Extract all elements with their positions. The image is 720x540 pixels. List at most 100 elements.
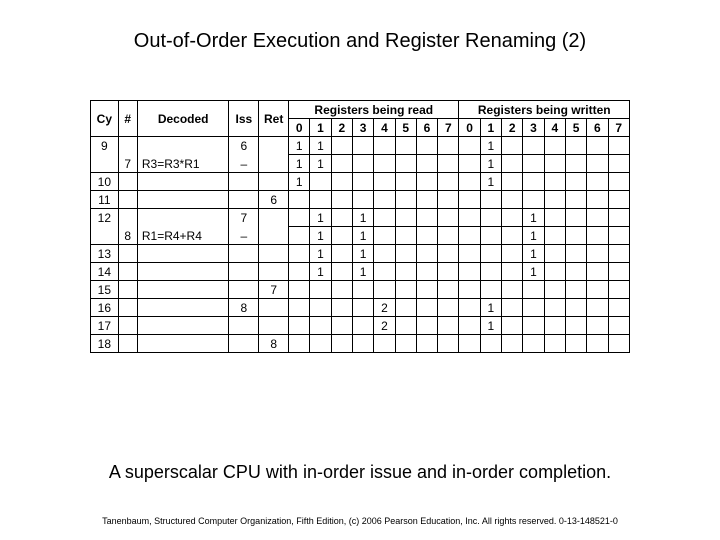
write-col-1: 1: [480, 119, 501, 137]
cell-decoded: [137, 209, 229, 227]
cell-read-4: 2: [374, 299, 395, 317]
read-col-5: 5: [395, 119, 416, 137]
cell-read-0: 1: [289, 137, 310, 155]
cell-ret: [259, 245, 289, 263]
cell-write-3: 1: [523, 263, 544, 281]
cell-write-2: [502, 263, 523, 281]
cell-read-2: [331, 317, 352, 335]
cell-read-3: [352, 335, 373, 353]
cell-read-1: 1: [310, 155, 331, 173]
cell-write-3: 1: [523, 227, 544, 245]
cell-read-4: [374, 227, 395, 245]
header-row-groups: Cy # Decoded Iss Ret Registers being rea…: [91, 101, 630, 119]
cell-iss: [229, 173, 259, 191]
table-body: 961117R3=R3*R1–11110111161271118R1=R4+R4…: [91, 137, 630, 353]
cell-read-0: [289, 209, 310, 227]
cell-read-3: 1: [352, 227, 373, 245]
cell-hash: [118, 263, 137, 281]
cell-write-4: [544, 281, 565, 299]
cell-decoded: R3=R3*R1: [137, 155, 229, 173]
table-row: 11 6: [91, 191, 630, 209]
cell-read-4: [374, 245, 395, 263]
cell-read-5: [395, 335, 416, 353]
read-col-0: 0: [289, 119, 310, 137]
cell-ret: 6: [259, 191, 289, 209]
cell-read-4: [374, 281, 395, 299]
cell-read-7: [438, 299, 459, 317]
cell-read-0: [289, 263, 310, 281]
cell-read-0: [289, 227, 310, 245]
register-table: Cy # Decoded Iss Ret Registers being rea…: [90, 100, 630, 353]
cell-write-4: [544, 155, 565, 173]
cell-read-7: [438, 173, 459, 191]
cell-decoded: [137, 173, 229, 191]
cell-read-1: 1: [310, 263, 331, 281]
cell-cy: 12: [91, 209, 119, 227]
cell-write-0: [459, 299, 480, 317]
cell-cy: 16: [91, 299, 119, 317]
cell-ret: [259, 299, 289, 317]
cell-write-3: [523, 173, 544, 191]
cell-write-2: [502, 335, 523, 353]
cell-write-1: [480, 281, 501, 299]
cell-read-4: [374, 137, 395, 155]
cell-write-4: [544, 191, 565, 209]
cell-read-2: [331, 155, 352, 173]
cell-read-4: [374, 173, 395, 191]
cell-read-5: [395, 227, 416, 245]
cell-read-0: [289, 317, 310, 335]
write-col-4: 4: [544, 119, 565, 137]
table-row: 127111: [91, 209, 630, 227]
table-row: 96111: [91, 137, 630, 155]
cell-write-4: [544, 137, 565, 155]
read-col-3: 3: [352, 119, 373, 137]
cell-read-7: [438, 245, 459, 263]
cell-iss: [229, 317, 259, 335]
cell-read-0: [289, 299, 310, 317]
cell-write-5: [565, 335, 586, 353]
cell-read-5: [395, 263, 416, 281]
cell-read-1: [310, 191, 331, 209]
cell-write-3: 1: [523, 209, 544, 227]
cell-iss: [229, 281, 259, 299]
cell-write-0: [459, 227, 480, 245]
group-registers-write: Registers being written: [459, 101, 630, 119]
col-hash: #: [118, 101, 137, 137]
cell-cy: 11: [91, 191, 119, 209]
cell-write-6: [587, 281, 608, 299]
cell-write-2: [502, 173, 523, 191]
write-col-7: 7: [608, 119, 629, 137]
col-iss: Iss: [229, 101, 259, 137]
cell-write-1: 1: [480, 137, 501, 155]
cell-write-4: [544, 227, 565, 245]
cell-ret: [259, 263, 289, 281]
cell-decoded: [137, 191, 229, 209]
cell-write-2: [502, 317, 523, 335]
cell-read-6: [416, 227, 437, 245]
cell-iss: –: [229, 227, 259, 245]
cell-write-7: [608, 263, 629, 281]
cell-write-4: [544, 173, 565, 191]
cell-write-6: [587, 317, 608, 335]
cell-write-6: [587, 137, 608, 155]
cell-write-3: [523, 299, 544, 317]
cell-write-0: [459, 137, 480, 155]
cell-write-7: [608, 155, 629, 173]
cell-read-5: [395, 281, 416, 299]
cell-write-1: [480, 245, 501, 263]
cell-hash: 8: [118, 227, 137, 245]
cell-read-0: [289, 281, 310, 299]
cell-write-4: [544, 209, 565, 227]
cell-decoded: [137, 281, 229, 299]
cell-read-5: [395, 209, 416, 227]
cell-hash: [118, 191, 137, 209]
cell-read-7: [438, 209, 459, 227]
cell-read-3: [352, 299, 373, 317]
cell-iss: [229, 245, 259, 263]
cell-write-3: [523, 281, 544, 299]
cell-iss: [229, 335, 259, 353]
cell-read-7: [438, 281, 459, 299]
cell-read-3: 1: [352, 245, 373, 263]
cell-decoded: R1=R4+R4: [137, 227, 229, 245]
cell-read-7: [438, 317, 459, 335]
